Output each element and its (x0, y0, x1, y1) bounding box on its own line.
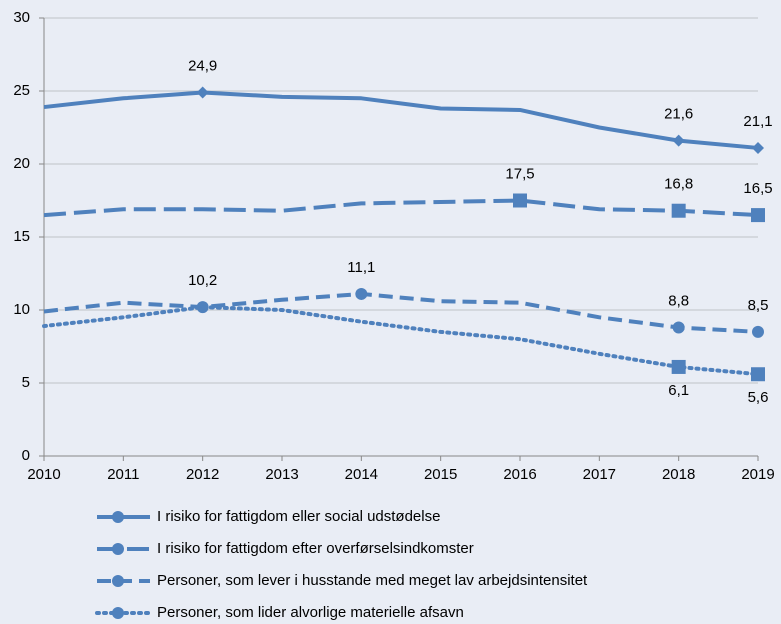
data-label: 5,6 (748, 389, 769, 406)
marker (513, 193, 527, 208)
x-tick-label: 2016 (503, 466, 536, 483)
legend-marker (112, 607, 124, 619)
y-tick-label: 10 (13, 301, 30, 318)
data-label: 8,5 (748, 297, 769, 314)
series-line (43, 291, 759, 334)
legend-marker (112, 511, 124, 523)
legend-label: I risiko for fattigdom eller social udst… (157, 508, 440, 525)
x-tick-label: 2013 (265, 466, 298, 483)
x-tick-label: 2014 (345, 466, 378, 483)
y-tick-label: 25 (13, 82, 30, 99)
marker (672, 134, 685, 147)
x-tick-label: 2010 (27, 466, 60, 483)
marker (752, 325, 764, 338)
data-label: 16,5 (743, 180, 772, 197)
data-label: 16,8 (664, 176, 693, 193)
y-tick-label: 15 (13, 228, 30, 245)
data-label: 8,8 (668, 292, 689, 309)
marker (671, 203, 686, 218)
x-tick-label: 2012 (186, 466, 219, 483)
legend-label: Personer, som lever i husstande med mege… (157, 572, 588, 589)
data-label: 11,1 (347, 259, 375, 276)
y-tick-label: 5 (22, 374, 30, 391)
marker (752, 141, 764, 154)
marker (355, 287, 368, 300)
data-label: 21,6 (664, 106, 693, 123)
series-line (43, 198, 759, 218)
marker (671, 359, 686, 374)
legend-marker (112, 575, 124, 587)
marker (672, 321, 685, 334)
y-tick-label: 0 (22, 447, 30, 464)
x-tick-label: 2019 (741, 466, 774, 483)
data-label: 21,1 (743, 113, 772, 130)
x-tick-label: 2011 (107, 466, 139, 483)
y-tick-label: 30 (13, 9, 30, 26)
x-tick-label: 2018 (662, 466, 695, 483)
data-label: 24,9 (188, 57, 217, 74)
marker (196, 86, 209, 99)
data-label: 10,2 (188, 272, 217, 289)
y-tick-label: 20 (13, 155, 30, 172)
marker (751, 367, 765, 382)
series-line (42, 305, 760, 377)
legend-marker (112, 543, 124, 555)
data-label: 17,5 (505, 165, 534, 182)
x-tick-label: 2017 (583, 466, 616, 483)
data-label: 6,1 (668, 382, 689, 399)
legend-label: Personer, som lider alvorlige materielle… (157, 604, 464, 621)
marker (751, 208, 765, 223)
series-line (43, 90, 759, 150)
x-tick-label: 2015 (424, 466, 457, 483)
legend-label: I risiko for fattigdom efter overførsels… (157, 540, 474, 557)
